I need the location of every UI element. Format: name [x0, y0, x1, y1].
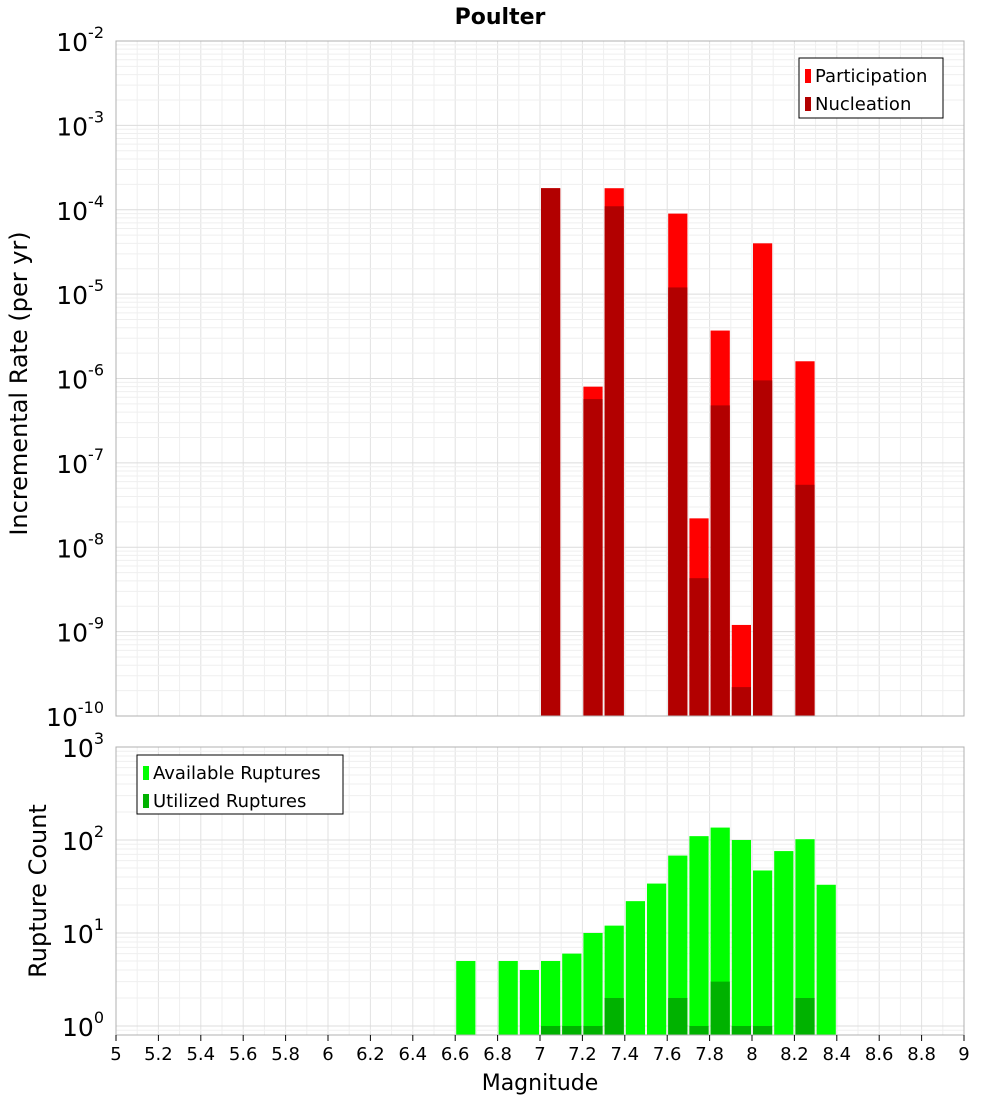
bar-rate [710, 405, 730, 716]
y-tick-label: 101 [62, 915, 104, 949]
x-tick-label: 8.8 [907, 1044, 936, 1065]
x-tick-label: 8.2 [780, 1044, 809, 1065]
bar-rate [583, 399, 603, 716]
y-tick-label: 10-2 [56, 23, 104, 57]
y-axis-label-rate: Incremental Rate (per yr) [5, 231, 33, 535]
bar-count [689, 1025, 709, 1035]
y-tick-label: 10-9 [56, 614, 104, 648]
y-tick-label: 10-4 [56, 192, 104, 226]
bar-count [583, 1025, 603, 1035]
series-nucleation [541, 188, 815, 717]
x-tick-label: 8.4 [822, 1044, 851, 1065]
bar-rate [604, 206, 624, 716]
bar-count [731, 839, 751, 1035]
legend-swatch [143, 766, 149, 780]
y-tick-label: 100 [62, 1008, 104, 1042]
legend-swatch [805, 97, 811, 111]
bar-rate [689, 578, 709, 716]
bar-count [583, 932, 603, 1035]
y-tick-label: 10-7 [56, 445, 104, 479]
y-tick-label: 10-6 [56, 361, 104, 395]
legend-label: Utilized Ruptures [153, 791, 306, 812]
x-axis-label: Magnitude [482, 1071, 599, 1096]
bar-rate [795, 484, 815, 716]
chart-title: Poulter [455, 5, 546, 30]
bar-rate [541, 188, 561, 717]
y-tick-label: 10-8 [56, 529, 104, 563]
series-available-ruptures [456, 827, 836, 1035]
x-tick-label: 6.2 [356, 1044, 385, 1065]
series-utilized-ruptures [541, 981, 815, 1035]
legend-swatch [805, 69, 811, 83]
legend-swatch [143, 794, 149, 808]
x-tick-label: 7.8 [695, 1044, 724, 1065]
bar-count [604, 997, 624, 1035]
x-tick-label: 6 [322, 1044, 333, 1065]
x-tick-label: 8.6 [865, 1044, 894, 1065]
bar-count [625, 901, 645, 1035]
x-tick-label: 6.6 [441, 1044, 470, 1065]
legend-label: Participation [815, 66, 927, 87]
y-tick-label: 10-3 [56, 107, 104, 141]
bar-count [562, 1025, 582, 1035]
y-tick-label: 103 [62, 729, 104, 763]
x-tick-label: 5.8 [271, 1044, 300, 1065]
x-tick-label: 7.2 [568, 1044, 597, 1065]
x-tick-label: 6.4 [398, 1044, 427, 1065]
y-tick-label: 10-10 [46, 698, 104, 732]
y-tick-label: 10-5 [56, 276, 104, 310]
legend-label: Available Ruptures [153, 763, 321, 784]
plot-frame-top [115, 40, 965, 717]
bar-rate [668, 287, 688, 716]
bar-count [795, 997, 815, 1035]
legend: Participation Nucleation [798, 57, 944, 119]
bar-count [668, 997, 688, 1035]
legend-label: Nucleation [815, 94, 911, 115]
bar-count [774, 851, 794, 1035]
x-tick-label: 5.6 [229, 1044, 258, 1065]
x-tick-label: 8 [746, 1044, 757, 1065]
bar-rate [753, 380, 773, 716]
x-tick-label: 5 [110, 1044, 121, 1065]
bar-count [541, 960, 561, 1035]
x-tick-label: 6.8 [483, 1044, 512, 1065]
bar-count [562, 953, 582, 1035]
legend-box [136, 754, 344, 815]
y-axis-label-count: Rupture Count [24, 804, 52, 978]
bar-count [647, 883, 667, 1035]
legend-box [798, 57, 944, 119]
legend: Available Ruptures Utilized Ruptures [136, 754, 344, 815]
bar-count [753, 870, 773, 1035]
bar-count [668, 855, 688, 1035]
bar-count [816, 884, 836, 1035]
grid-lines [115, 41, 965, 717]
x-tick-label: 7.4 [610, 1044, 639, 1065]
bar-count [456, 960, 476, 1035]
x-tick-label: 5.2 [144, 1044, 173, 1065]
bar-count [753, 1025, 773, 1035]
x-tick-label: 7.6 [653, 1044, 682, 1065]
x-tick-label: 5.4 [186, 1044, 215, 1065]
bar-count [498, 960, 518, 1035]
bar-rate [731, 687, 751, 716]
x-tick-label: 9 [958, 1044, 969, 1065]
bar-count [689, 836, 709, 1035]
bar-count [795, 839, 815, 1035]
x-tick-label: 7 [534, 1044, 545, 1065]
bar-count [519, 969, 539, 1035]
bar-count [731, 1025, 751, 1035]
bar-count [541, 1025, 561, 1035]
bar-count [710, 981, 730, 1035]
y-tick-label: 102 [62, 822, 104, 856]
